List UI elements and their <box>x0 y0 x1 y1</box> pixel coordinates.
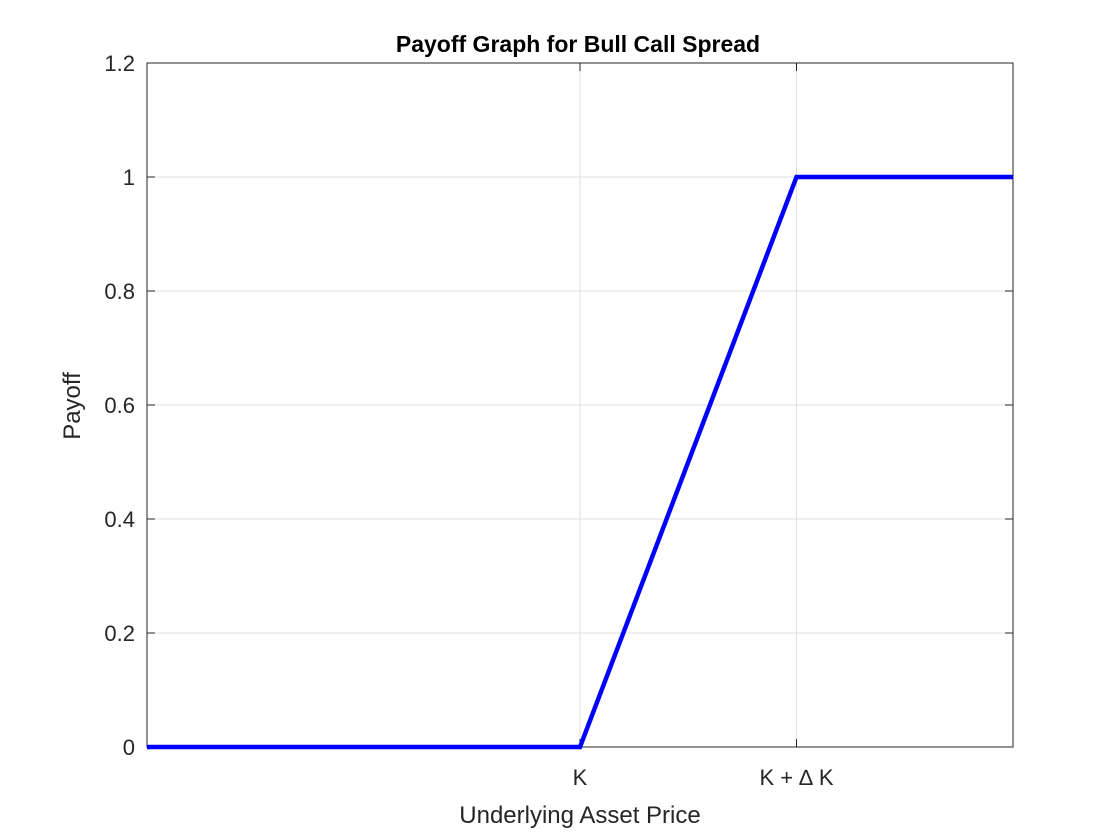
x-tick-label: K + ∆ K <box>760 765 834 790</box>
series-layer <box>147 174 1013 750</box>
y-tick-label: 0.6 <box>104 393 135 418</box>
x-axis-label: Underlying Asset Price <box>459 802 700 829</box>
tick-labels: 0 0.2 0.4 0.6 0.8 1 1.2 K K + ∆ K <box>104 51 833 790</box>
payoff-line <box>147 174 1013 750</box>
y-axis-label: Payoff <box>59 372 86 440</box>
y-tick-label: 1.2 <box>104 51 135 76</box>
y-tick-label: 1 <box>123 165 135 190</box>
x-tick-label: K <box>573 765 588 790</box>
y-tick-label: 0.2 <box>104 621 135 646</box>
y-tick-label: 0 <box>123 735 135 760</box>
y-tick-label: 0.8 <box>104 279 135 304</box>
chart-title: Payoff Graph for Bull Call Spread <box>396 31 760 57</box>
y-tick-label: 0.4 <box>104 507 135 532</box>
